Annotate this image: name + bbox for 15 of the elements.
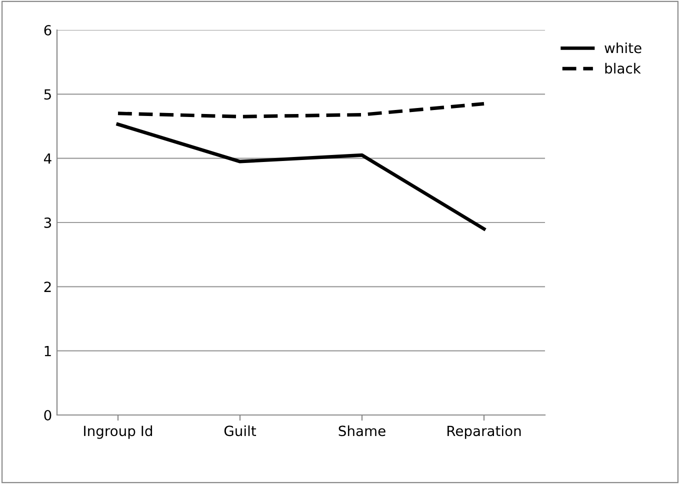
line-series xyxy=(116,122,486,231)
y-tick-label: 2 xyxy=(44,282,51,292)
y-tick-label: 4 xyxy=(44,153,52,164)
line-series xyxy=(116,102,486,118)
y-tick-label: 1 xyxy=(44,346,51,356)
x-tick-label: Shame xyxy=(338,425,386,436)
y-tick-label: 3 xyxy=(44,217,52,228)
x-tick-label: Ingroup Id xyxy=(84,425,152,439)
y-tick-label: 5 xyxy=(44,89,51,100)
x-tick-label: Guilt xyxy=(224,425,256,436)
y-tick-label: 6 xyxy=(44,24,52,36)
y-tick-label: 0 xyxy=(44,410,52,420)
legend-label: white xyxy=(604,42,642,54)
x-tick-label: Reparation xyxy=(448,425,521,439)
legend-label: black xyxy=(605,62,641,74)
